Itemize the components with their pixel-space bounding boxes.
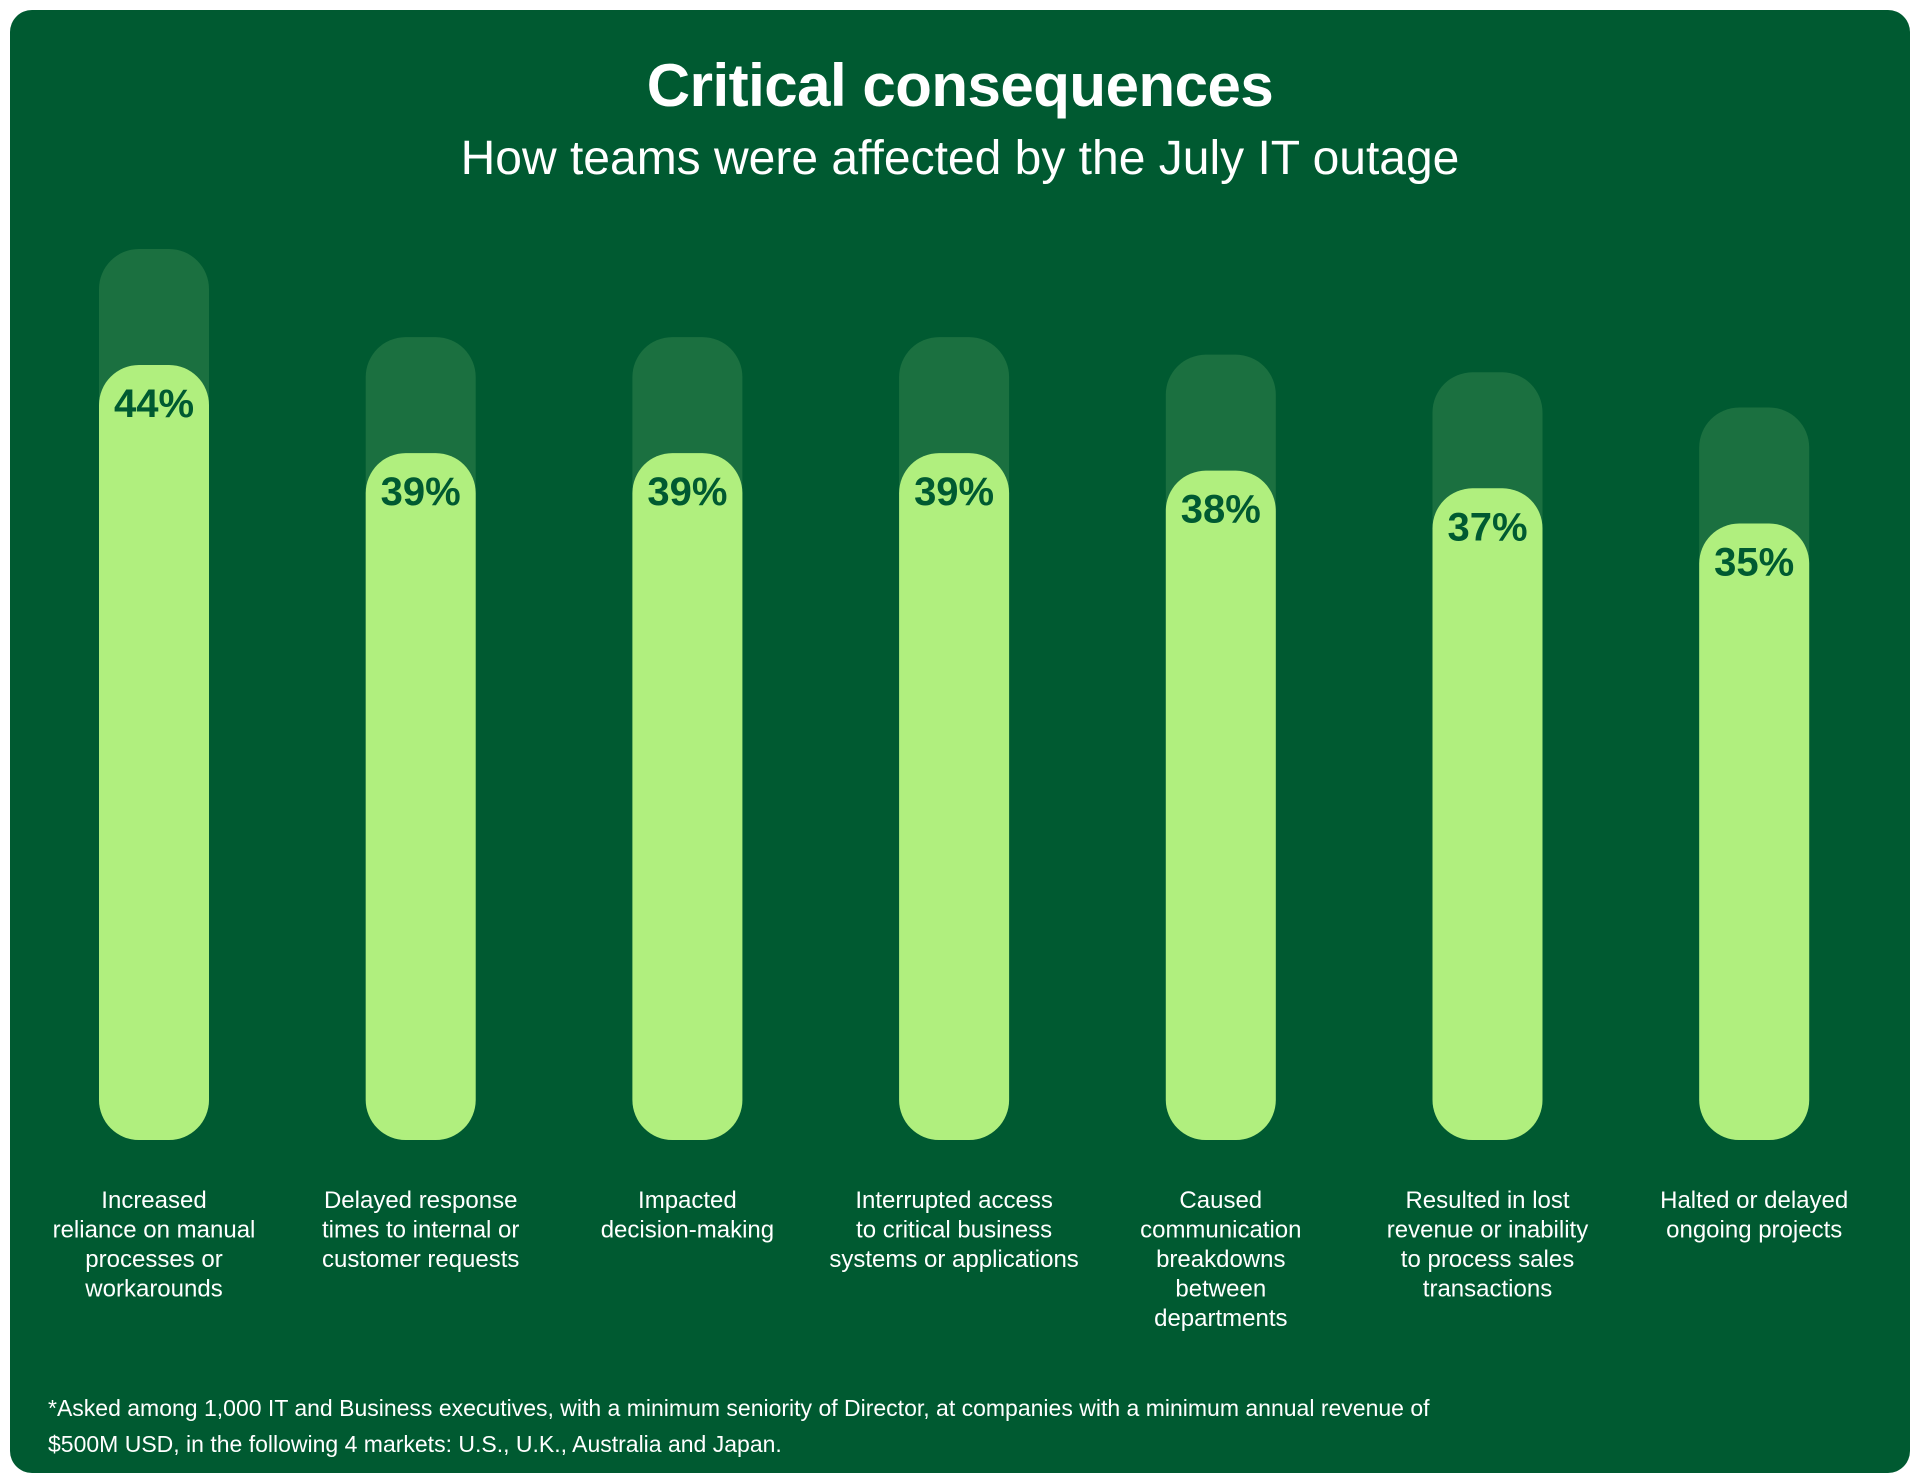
category-label-line: departments — [1154, 1305, 1287, 1332]
bar-value-label: 44% — [114, 382, 194, 426]
footnote: *Asked among 1,000 IT and Business execu… — [48, 1390, 1648, 1462]
category-label: Caused communication breakdowns between depa… — [1140, 1187, 1301, 1332]
bar — [1432, 488, 1543, 1141]
category-label-line: ongoing projects — [1666, 1217, 1842, 1244]
category-label-line: breakdowns — [1156, 1246, 1285, 1273]
category-label-line: Impacted — [638, 1187, 737, 1214]
bar-value-label: 35% — [1714, 541, 1794, 585]
category-label: Resulted in lost revenue or inability to p… — [1387, 1187, 1588, 1303]
bar — [1699, 523, 1810, 1140]
category-label-line: transactions — [1423, 1276, 1552, 1303]
bar-value-label: 38% — [1181, 488, 1261, 532]
bar-group: 35% Halted or delayed ongoing projects — [1660, 407, 1848, 1244]
bar-chart: 44% Increased reliance on manual processes … — [53, 249, 1848, 1332]
category-label: Delayed response times to internal or cust… — [322, 1187, 519, 1273]
bar — [1165, 470, 1276, 1140]
bar — [632, 453, 743, 1140]
category-label: Impacted decision-making — [601, 1187, 774, 1244]
bar-group: 39% Interrupted access to critical busines… — [829, 337, 1079, 1273]
chart-card: Critical consequences How teams were aff… — [10, 10, 1910, 1473]
category-label-line: Increased — [101, 1187, 206, 1214]
category-label-line: workarounds — [84, 1276, 222, 1303]
chart-title: Critical consequences — [646, 52, 1274, 119]
bar-group: 44% Increased reliance on manual processes … — [53, 249, 256, 1303]
category-label-line: systems or applications — [829, 1246, 1078, 1273]
category-label-line: communication — [1140, 1217, 1301, 1244]
bar-value-label: 39% — [647, 470, 727, 514]
category-label-line: to process sales — [1401, 1246, 1574, 1273]
category-label-line: Caused — [1179, 1187, 1262, 1214]
category-label-line: processes or — [85, 1246, 222, 1273]
bar-value-label: 37% — [1447, 505, 1527, 549]
bar-group: 37%Resulted in lost revenue or inability t… — [1387, 372, 1588, 1303]
footnote-line-2: $500M USD, in the following 4 markets: U… — [48, 1431, 782, 1457]
bar-group: 38% Caused communication breakdowns between d… — [1140, 354, 1302, 1332]
category-label: Interrupted access to critical business sy… — [829, 1187, 1078, 1273]
category-label: Halted or delayed ongoing projects — [1660, 1187, 1848, 1244]
category-label-line: Interrupted access — [855, 1187, 1052, 1214]
category-label: Increased reliance on manual processes or w… — [53, 1187, 256, 1303]
category-label-line: to critical business — [856, 1217, 1052, 1244]
bar — [365, 453, 476, 1140]
category-label-line: customer requests — [322, 1246, 519, 1273]
category-label-line: Halted or delayed — [1660, 1187, 1848, 1214]
footnote-line-1: *Asked among 1,000 IT and Business execu… — [48, 1395, 1430, 1421]
category-label-line: decision-making — [601, 1217, 774, 1244]
bar-value-label: 39% — [381, 470, 461, 514]
category-label-line: revenue or inability — [1387, 1217, 1588, 1244]
category-label-line: Delayed response — [324, 1187, 517, 1214]
chart-subtitle: How teams were affected by the July IT o… — [460, 132, 1460, 185]
category-label-line: Resulted in lost — [1405, 1187, 1569, 1214]
bar — [899, 453, 1010, 1140]
bar-group: 39% Delayed response times to internal or c… — [322, 337, 519, 1273]
category-label-line: times to internal or — [322, 1217, 519, 1244]
bar-value-label: 39% — [914, 470, 994, 514]
bar — [99, 365, 209, 1140]
bar-group: 39% Impacted decision-making — [601, 337, 774, 1244]
category-label-line: between — [1175, 1276, 1266, 1303]
category-label-line: reliance on manual — [53, 1217, 256, 1244]
